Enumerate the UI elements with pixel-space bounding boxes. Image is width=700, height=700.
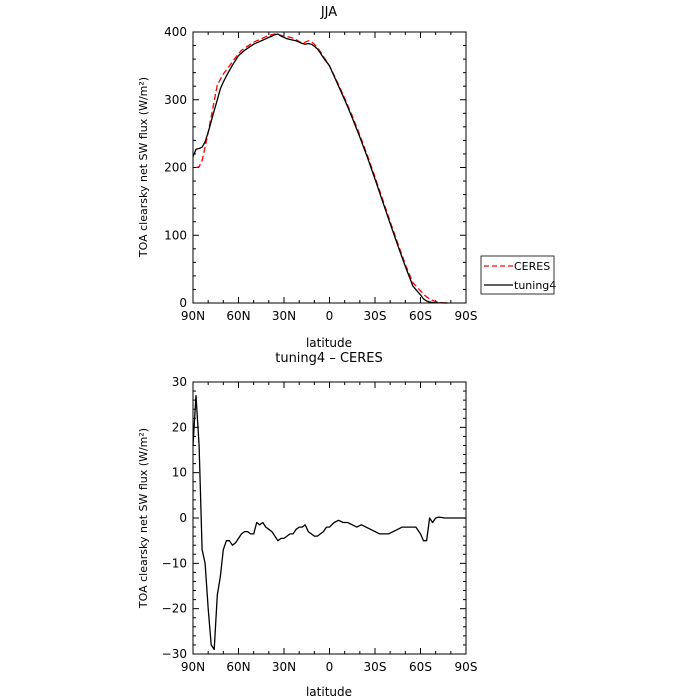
y-tick-label: 400 — [164, 25, 187, 39]
top-panel: JJA 90N 60N 30N 0 30S 60S 90S 0 100 200 300 400 la… — [137, 5, 556, 350]
x-tick-label: 90S — [455, 309, 478, 323]
legend-ceres-label: CERES — [514, 260, 550, 273]
y-tick-label: 10 — [172, 466, 187, 480]
x-tick-label: 60S — [409, 309, 432, 323]
y-tick-label: 100 — [164, 228, 187, 242]
bottom-series — [192, 394, 466, 651]
x-tick-label: 30N — [272, 660, 296, 674]
x-tick-label: 90N — [181, 309, 205, 323]
bottom-chart-title: tuning4 – CERES — [275, 351, 383, 366]
x-tick-label: 60S — [409, 660, 432, 674]
legend-tuning4-label: tuning4 — [514, 279, 556, 292]
y-tick-label: 0 — [179, 511, 187, 525]
bottom-x-axis-label: latitude — [306, 685, 352, 699]
x-tick-label: 90S — [455, 660, 478, 674]
y-tick-label: −30 — [162, 647, 187, 661]
x-tick-label: 0 — [326, 309, 334, 323]
top-y-ticks: 0 100 200 300 400 — [164, 25, 466, 310]
series-line-ceres — [195, 33, 448, 304]
top-series — [192, 33, 448, 304]
y-tick-label: −20 — [162, 602, 187, 616]
top-y-axis-label: TOA clearsky net SW flux (W/m²) — [137, 77, 150, 258]
bottom-y-axis-label: TOA clearsky net SW flux (W/m²) — [137, 428, 150, 609]
y-tick-label: 0 — [179, 296, 187, 310]
x-tick-label: 30N — [272, 309, 296, 323]
y-tick-label: 300 — [164, 93, 187, 107]
top-plot-frame — [192, 31, 467, 304]
series-line-tuning4 — [192, 33, 448, 304]
y-tick-label: 200 — [164, 161, 187, 175]
legend-box — [480, 255, 555, 295]
x-tick-label: 30S — [364, 660, 387, 674]
x-tick-label: 0 — [326, 660, 334, 674]
y-tick-label: −10 — [162, 556, 187, 570]
top-x-ticks: 90N 60N 30N 0 30S 60S 90S — [181, 32, 478, 323]
y-tick-label: 20 — [172, 420, 187, 434]
x-tick-label: 60N — [226, 660, 250, 674]
x-tick-label: 30S — [364, 309, 387, 323]
bottom-x-ticks: 90N 60N 30N 0 30S 60S 90S — [181, 382, 478, 674]
bottom-plot-frame — [192, 381, 467, 655]
x-tick-label: 60N — [226, 309, 250, 323]
series-line-difference — [192, 394, 466, 651]
y-tick-label: 30 — [172, 375, 187, 389]
bottom-panel: tuning4 – CERES 90N 60N 30N 0 30S 60S 90S −30−… — [137, 351, 477, 699]
legend: CERES tuning4 — [480, 255, 556, 295]
bottom-y-ticks: −30 −20 −10 0 10 20 30 — [162, 375, 466, 661]
top-x-axis-label: latitude — [306, 336, 352, 350]
x-tick-label: 90N — [181, 660, 205, 674]
top-chart-title: JJA — [320, 5, 337, 20]
